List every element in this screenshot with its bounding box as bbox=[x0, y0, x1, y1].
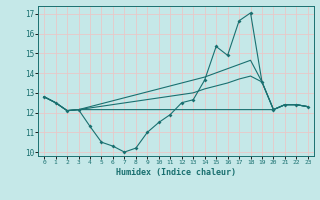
X-axis label: Humidex (Indice chaleur): Humidex (Indice chaleur) bbox=[116, 168, 236, 177]
